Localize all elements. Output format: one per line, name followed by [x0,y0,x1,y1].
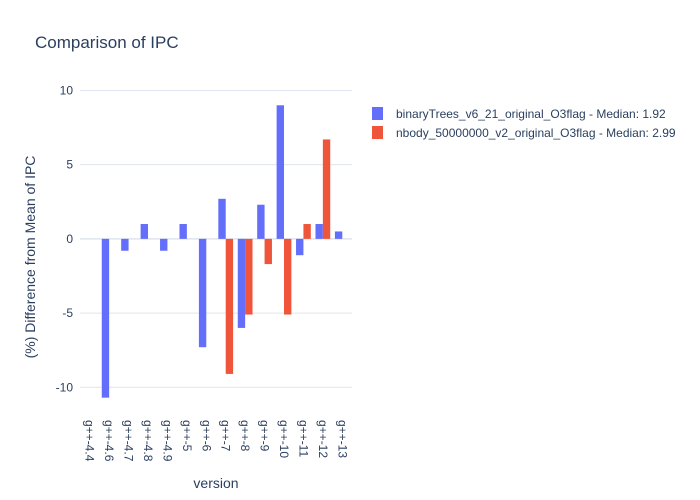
legend-label[interactable]: nbody_50000000_v2_original_O3flag - Medi… [396,126,676,140]
y-tick-label: -10 [56,380,74,394]
legend-label[interactable]: binaryTrees_v6_21_original_O3flag - Medi… [396,107,666,121]
x-axis-title: version [193,475,238,491]
bar[interactable] [296,238,304,256]
bar[interactable] [179,224,187,239]
legend: binaryTrees_v6_21_original_O3flag - Medi… [372,107,676,140]
bar[interactable] [264,238,272,265]
bar[interactable] [225,238,234,374]
bar[interactable] [160,238,168,251]
x-tick-label: g++-4.8 [141,420,155,462]
legend-swatch[interactable] [372,107,383,120]
y-tick-label: 5 [66,158,73,172]
bar[interactable] [140,224,148,239]
x-axis-ticks: g++-4.4 g++-4.6 g++-4.7 g++-4.8 g++-4.9 g++-5… [83,420,350,462]
y-axis-title: (%) Difference from Mean of IPC [22,156,38,359]
x-tick-label: g++-4.6 [102,420,116,462]
x-tick-label: g++-8 [238,420,252,452]
bar[interactable] [334,231,343,239]
x-tick-label: g++-4.7 [122,420,136,462]
bar[interactable] [121,238,129,251]
bar[interactable] [218,198,226,239]
bar[interactable] [237,238,246,328]
grid-layer [80,89,352,388]
bars-layer [101,105,343,398]
bar[interactable] [322,139,331,239]
bar[interactable] [257,204,265,239]
legend-swatch[interactable] [372,126,383,139]
x-tick-label: g++-7 [219,420,233,452]
bar[interactable] [303,224,311,239]
x-tick-label: g++-10 [277,420,291,458]
x-tick-label: g++-9 [258,420,272,452]
bar[interactable] [198,238,207,348]
x-tick-label: g++-11 [296,420,310,457]
x-tick-label: g++-13 [335,420,349,458]
y-tick-label: 0 [66,232,73,246]
bar[interactable] [245,238,253,315]
bar[interactable] [284,238,292,315]
x-tick-label: g++-5 [180,420,194,452]
bar[interactable] [315,224,323,239]
x-tick-label: g++-6 [199,420,213,452]
x-tick-label: g++-4.9 [160,420,174,462]
bar[interactable] [101,238,110,398]
y-tick-label: -5 [62,306,73,320]
chart-title: Comparison of IPC [35,33,179,52]
y-axis-ticks: -10 -5 0 5 10 [56,83,74,394]
x-tick-label: g++-4.4 [83,420,97,462]
bar[interactable] [276,105,284,239]
y-tick-label: 10 [60,83,74,97]
x-tick-label: g++-12 [316,420,330,458]
